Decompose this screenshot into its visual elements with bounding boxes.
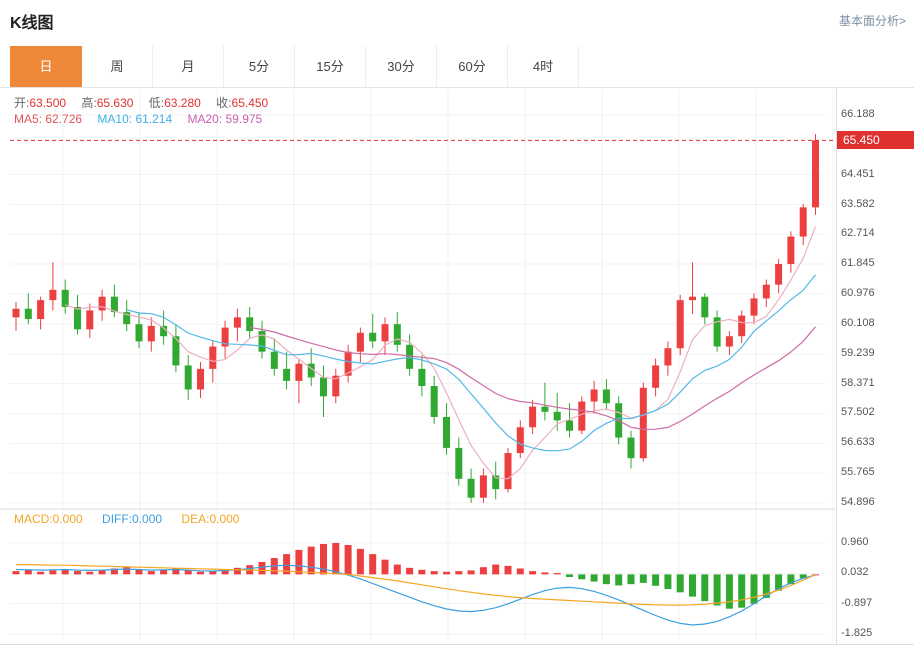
tab-4hour[interactable]: 4时 (508, 46, 579, 87)
axis-tick-label: 61.845 (841, 257, 875, 270)
candlestick-macd-chart[interactable] (0, 88, 836, 646)
tab-day[interactable]: 日 (10, 46, 82, 87)
axis-tick-label: 0.960 (841, 536, 869, 548)
axis-tick-label: 62.714 (841, 227, 875, 240)
tab-month[interactable]: 月 (153, 46, 224, 87)
axis-tick-label: 0.032 (841, 566, 869, 579)
axis-tick-label: 60.976 (841, 287, 875, 300)
axis-tick-label: 59.239 (841, 346, 875, 359)
axis-tick-label: 56.633 (841, 436, 875, 449)
ohlc-readout: 开:63.500 高:65.630 低:63.280 收:65.450 (14, 94, 280, 111)
ma20-value: MA20: 59.975 (187, 112, 263, 126)
tab-5min[interactable]: 5分 (224, 46, 295, 87)
current-price-tag: 65.450 (837, 131, 914, 150)
axis-tick-label: 57.502 (841, 406, 875, 419)
axis-border (836, 88, 837, 644)
axis-tick-label: 60.108 (841, 316, 875, 329)
axis-tick-label: 66.188 (841, 108, 875, 120)
ma-readout: MA5: 62.726 MA10: 61.214 MA20: 59.975 (14, 112, 274, 126)
ohlc-high: 高:65.630 (81, 96, 134, 110)
tab-60min[interactable]: 60分 (437, 46, 508, 87)
fundamental-analysis-link[interactable]: 基本面分析> (838, 14, 906, 28)
page-title: K线图 (10, 15, 54, 32)
axis-tick-label: 63.582 (841, 197, 875, 210)
tab-week[interactable]: 周 (82, 46, 153, 87)
bottom-border (0, 644, 914, 645)
tab-15min[interactable]: 15分 (295, 46, 366, 87)
axis-tick-label: -1.825 (841, 627, 873, 639)
macd-readout: MACD:0.000 DIFF:0.000 DEA:0.000 (14, 512, 255, 526)
ohlc-low: 低:63.280 (148, 96, 201, 110)
period-tabbar: 日 周 月 5分 15分 30分 60分 4时 (0, 46, 914, 88)
axis-tick-label: 58.371 (841, 376, 875, 389)
ohlc-close: 收:65.450 (216, 96, 269, 110)
axis-tick-label: 55.765 (841, 466, 875, 479)
ma10-value: MA10: 61.214 (97, 112, 173, 126)
axis-tick-label: 54.896 (841, 496, 875, 508)
macd-value: MACD:0.000 (14, 512, 83, 526)
dea-value: DEA:0.000 (181, 512, 240, 526)
diff-value: DIFF:0.000 (102, 512, 163, 526)
ma5-value: MA5: 62.726 (14, 112, 83, 126)
axis-tick-label: 64.451 (841, 167, 875, 180)
axis-tick-label: -0.897 (841, 596, 873, 609)
tab-30min[interactable]: 30分 (366, 46, 437, 87)
ohlc-open: 开:63.500 (14, 96, 67, 110)
